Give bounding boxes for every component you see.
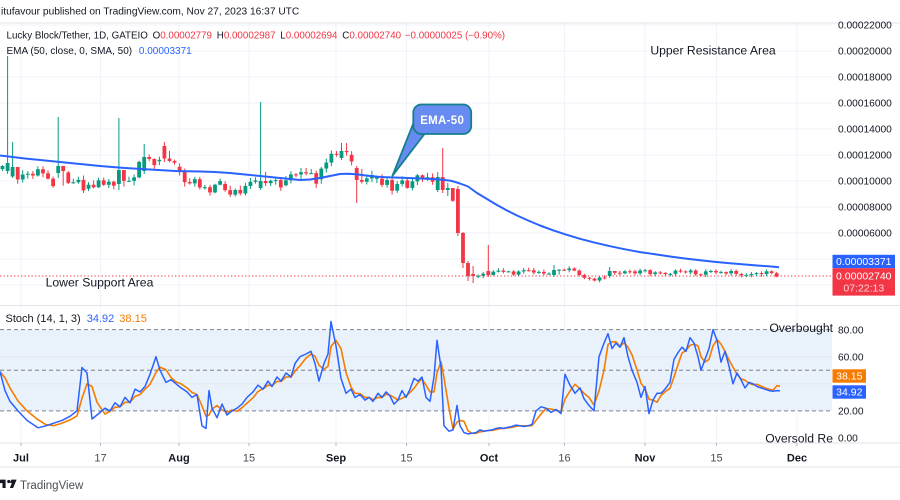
- svg-text:EMA (50, close, 0, SMA, 50) 0.: EMA (50, close, 0, SMA, 50) 0.00003371: [7, 46, 193, 57]
- svg-text:0.00008000: 0.00008000: [838, 203, 892, 214]
- svg-text:0.00012000: 0.00012000: [838, 151, 892, 162]
- svg-text:EMA-50: EMA-50: [420, 115, 464, 127]
- svg-text:Dec: Dec: [787, 453, 807, 465]
- svg-text:60.00: 60.00: [838, 352, 864, 363]
- svg-text:Lower Support Area: Lower Support Area: [46, 276, 154, 290]
- svg-text:0.00002740: 0.00002740: [836, 271, 892, 283]
- svg-text:Oversold Re: Oversold Re: [765, 432, 833, 446]
- svg-text:itufavour published on Trading: itufavour published on TradingView.com, …: [1, 7, 299, 18]
- svg-text:Upper Resistance Area: Upper Resistance Area: [650, 44, 776, 58]
- svg-text:38.15: 38.15: [836, 371, 862, 383]
- svg-text:Sep: Sep: [326, 453, 346, 465]
- svg-text:0.00016000: 0.00016000: [838, 99, 892, 110]
- svg-text:20.00: 20.00: [838, 407, 864, 418]
- svg-text:0.00014000: 0.00014000: [838, 125, 892, 136]
- svg-text:07:22:13: 07:22:13: [843, 283, 884, 295]
- svg-text:34.92: 34.92: [836, 387, 862, 399]
- svg-text:80.00: 80.00: [838, 325, 864, 336]
- svg-text:Aug: Aug: [168, 453, 189, 465]
- svg-text:15: 15: [400, 453, 412, 465]
- svg-text:15: 15: [710, 453, 722, 465]
- svg-text:Jul: Jul: [13, 453, 29, 465]
- svg-text:17: 17: [94, 453, 106, 465]
- svg-text:0.00020000: 0.00020000: [838, 47, 892, 58]
- svg-text:TradingView: TradingView: [20, 480, 84, 492]
- svg-text:16: 16: [558, 453, 570, 465]
- svg-text:Oct: Oct: [480, 453, 499, 465]
- svg-text:0.00022000: 0.00022000: [838, 21, 892, 32]
- svg-text:Lucky Block/Tether, 1D, GATEIO: Lucky Block/Tether, 1D, GATEIO O0.000027…: [7, 31, 506, 42]
- svg-text:0.00010000: 0.00010000: [838, 177, 892, 188]
- svg-text:Nov: Nov: [635, 453, 657, 465]
- svg-text:0.00: 0.00: [838, 434, 858, 445]
- svg-text:15: 15: [243, 453, 255, 465]
- svg-text:Overbought: Overbought: [769, 321, 833, 335]
- svg-text:0.00003371: 0.00003371: [836, 256, 892, 268]
- svg-text:0.00006000: 0.00006000: [838, 229, 892, 240]
- svg-text:0.00018000: 0.00018000: [838, 73, 892, 84]
